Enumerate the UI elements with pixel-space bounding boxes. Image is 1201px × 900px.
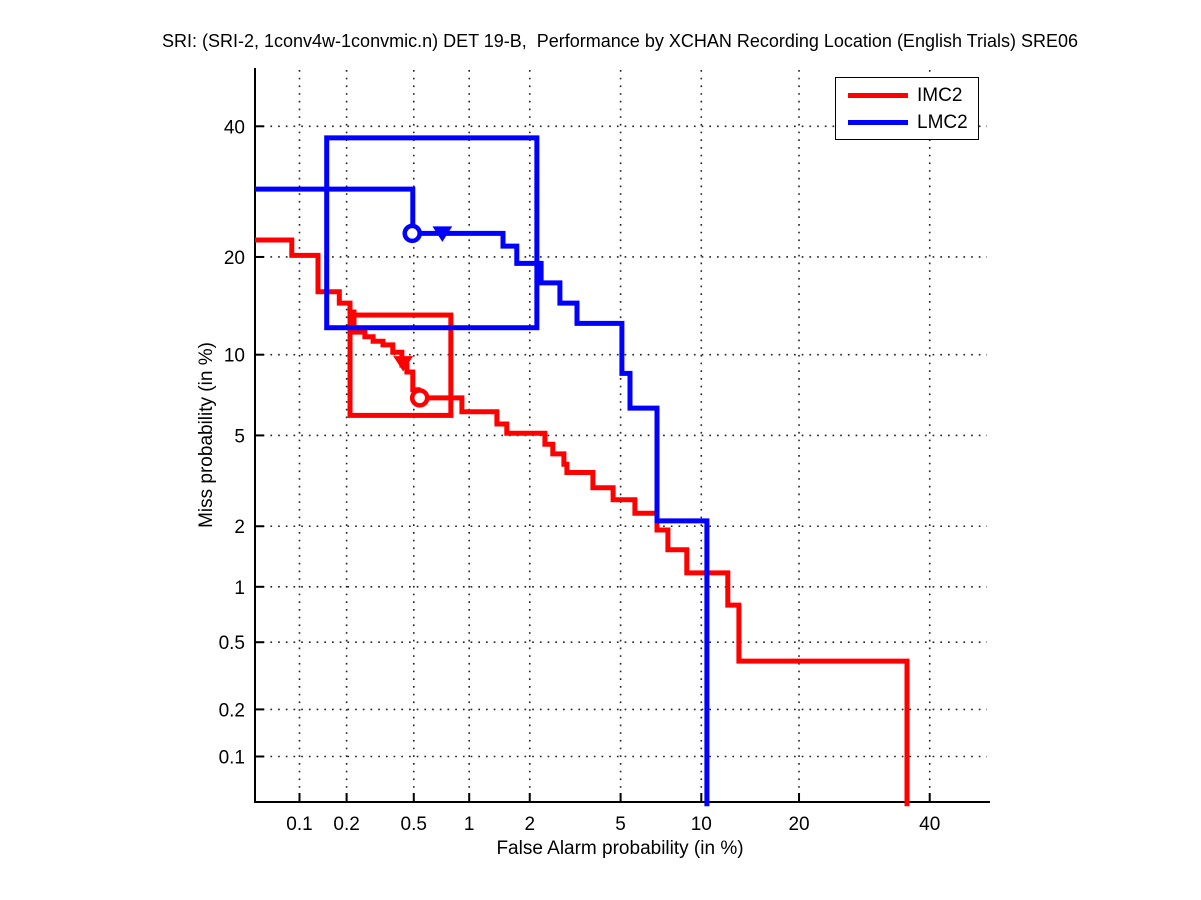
gridlines: [255, 70, 987, 801]
svg-text:5: 5: [234, 426, 245, 447]
legend-label-imc2: IMC2: [917, 85, 963, 106]
legend-swatch-lmc2: [848, 120, 908, 125]
legend-swatch-imc2: [848, 93, 908, 98]
det-curve-LMC2: [255, 186, 710, 807]
y-tick-labels: 0.1 0.2 0.5 1 2 5 10 20 40: [219, 117, 245, 768]
svg-text:1: 1: [464, 814, 475, 835]
x-axis-label: False Alarm probability (in %): [496, 838, 744, 859]
x-tick-labels: 0.1 0.2 0.5 1 2 5 10 20 40: [286, 814, 940, 835]
svg-text:0.1: 0.1: [286, 814, 312, 835]
svg-text:10: 10: [691, 814, 712, 835]
svg-text:10: 10: [224, 346, 245, 367]
series-LMC2: [255, 135, 710, 807]
chart-title: SRI: (SRI-2, 1conv4w-1convmic.n) DET 19-…: [161, 31, 1079, 51]
tick-marks: [255, 125, 931, 802]
y-axis-label: Miss probability (in %): [196, 342, 217, 528]
marker-triangle-down-IMC2: [393, 356, 414, 372]
svg-text:2: 2: [524, 814, 535, 835]
legend-item-imc2: IMC2: [836, 82, 978, 109]
svg-text:5: 5: [615, 814, 626, 835]
svg-text:1: 1: [234, 578, 245, 599]
marker-circle-LMC2: [402, 223, 422, 244]
svg-text:20: 20: [788, 814, 809, 835]
svg-text:0.2: 0.2: [219, 700, 245, 721]
svg-text:0.2: 0.2: [333, 814, 359, 835]
svg-text:0.1: 0.1: [219, 748, 245, 769]
confidence-box-IMC2: [347, 312, 454, 418]
legend-item-lmc2: LMC2: [836, 109, 978, 136]
legend-label-lmc2: LMC2: [917, 112, 968, 133]
svg-text:40: 40: [919, 814, 940, 835]
svg-text:0.5: 0.5: [219, 633, 245, 654]
marker-triangle-down-LMC2: [432, 226, 453, 242]
confidence-box-LMC2: [324, 135, 540, 331]
svg-text:40: 40: [224, 117, 245, 138]
svg-text:0.5: 0.5: [401, 814, 427, 835]
svg-text:20: 20: [224, 248, 245, 269]
marker-circle-IMC2: [409, 388, 430, 408]
legend-box: IMC2 LMC2: [835, 77, 979, 140]
svg-text:2: 2: [234, 517, 245, 538]
